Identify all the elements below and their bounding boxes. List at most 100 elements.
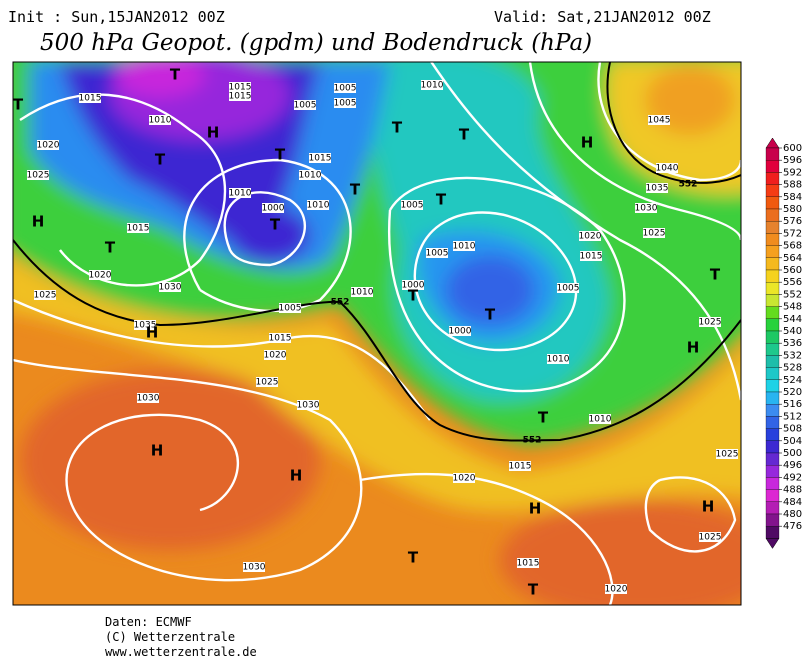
label-box	[402, 280, 424, 290]
label-box	[426, 248, 448, 258]
colorbar-cell	[765, 147, 780, 161]
pressure-center: T	[105, 239, 116, 257]
isobar-label: 1015	[509, 462, 532, 472]
pressure-center: T	[538, 409, 549, 427]
pressure-center: T	[710, 266, 721, 284]
label-box	[149, 115, 171, 125]
isobar-label: 1035	[646, 184, 669, 194]
label-box	[229, 82, 251, 92]
init-time: Init : Sun,15JAN2012 00Z	[8, 8, 225, 26]
colorbar-cell	[765, 526, 780, 539]
isobar-label: 1010	[589, 415, 612, 425]
colorbar-cell	[765, 355, 780, 368]
label-box	[229, 91, 251, 101]
isobar-label: 1005	[401, 201, 424, 211]
isobar-label: 1025	[27, 171, 50, 181]
isobar-label: 1020	[37, 141, 60, 151]
colorbar-cell	[765, 440, 780, 454]
colorbar-label: 492	[783, 472, 802, 483]
label-box	[297, 400, 319, 410]
label-box	[580, 251, 602, 261]
label-box	[264, 350, 286, 360]
colorbar-cell	[765, 172, 780, 185]
isobar-label: 1010	[229, 189, 252, 199]
isobar-label: 1030	[159, 283, 182, 293]
colorbar-cell	[765, 465, 780, 478]
footer-source: Daten: ECMWF	[105, 615, 192, 629]
label-box	[34, 290, 56, 300]
geopotential-field	[13, 62, 741, 605]
label-box	[299, 170, 321, 180]
pressure-center: T	[350, 181, 361, 199]
label-box	[79, 93, 101, 103]
colorbar-cell	[765, 501, 780, 515]
colorbar-cell	[765, 416, 780, 429]
colorbar-cap	[765, 137, 780, 149]
isobar-label: 1005	[279, 304, 302, 314]
pressure-center: H	[529, 500, 542, 518]
pressure-center: H	[687, 339, 700, 357]
label-box	[517, 558, 539, 568]
isobar-label: 1040	[656, 164, 679, 174]
label-box	[699, 317, 721, 327]
colorbar-label: 536	[783, 338, 802, 349]
pressure-center: T	[170, 66, 181, 84]
label-box	[307, 200, 329, 210]
label-box	[309, 153, 331, 163]
label-box	[89, 270, 111, 280]
colorbar-cell	[765, 391, 780, 405]
isobar-label: 1005	[557, 284, 580, 294]
colorbar-label: 520	[783, 387, 802, 398]
colorbar-cell	[765, 367, 780, 380]
label-box	[229, 188, 251, 198]
isobar-label: 1015	[229, 92, 252, 102]
map-title: 500 hPa Geopot. (gpdm) und Bodendruck (h…	[40, 30, 592, 56]
isobar-label: 1010	[307, 201, 330, 211]
pressure-center: T	[528, 581, 539, 599]
label-box	[351, 287, 373, 297]
isobar-label: 1025	[699, 318, 722, 328]
label-box	[256, 377, 278, 387]
colorbar-label: 496	[783, 460, 802, 471]
pressure-center: H	[207, 124, 220, 142]
colorbar-cell	[765, 282, 780, 295]
colorbar-cell	[765, 245, 780, 258]
colorbar-label: 580	[783, 204, 802, 215]
contour-label: 552	[331, 298, 350, 308]
label-box	[27, 170, 49, 180]
colorbar-label: 588	[783, 180, 802, 191]
isobar-label: 1035	[134, 321, 157, 331]
pressure-center: H	[32, 213, 45, 231]
colorbar-label: 488	[783, 485, 802, 496]
colorbar-cell	[765, 428, 780, 441]
label-box	[605, 584, 627, 594]
label-box	[294, 100, 316, 110]
valid-time: Valid: Sat,21JAN2012 00Z	[494, 8, 711, 26]
label-box	[449, 326, 471, 336]
label-box	[579, 231, 601, 241]
colorbar-label: 548	[783, 302, 802, 313]
colorbar-label: 476	[783, 521, 802, 532]
colorbar-label: 556	[783, 277, 802, 288]
isobar-label: 1005	[294, 101, 317, 111]
isobar-label: 1030	[635, 204, 658, 214]
isobar-label: 1020	[89, 271, 112, 281]
pressure-center: H	[290, 467, 303, 485]
colorbar-cell	[765, 196, 780, 210]
label-box	[643, 228, 665, 238]
colorbar-label: 564	[783, 253, 802, 264]
label-box	[646, 183, 668, 193]
isobar-label: 1030	[243, 563, 266, 573]
isobar-label: 1020	[605, 585, 628, 595]
colorbar-cell	[765, 184, 780, 197]
isobar-label: 1030	[297, 401, 320, 411]
colorbar-cell	[765, 208, 780, 222]
isobar-label: 1020	[264, 351, 287, 361]
colorbar-label: 572	[783, 228, 802, 239]
isobar-label: 1015	[127, 224, 150, 234]
pressure-center: T	[275, 146, 286, 164]
colorbar-label: 600	[783, 143, 802, 154]
label-box	[509, 461, 531, 471]
